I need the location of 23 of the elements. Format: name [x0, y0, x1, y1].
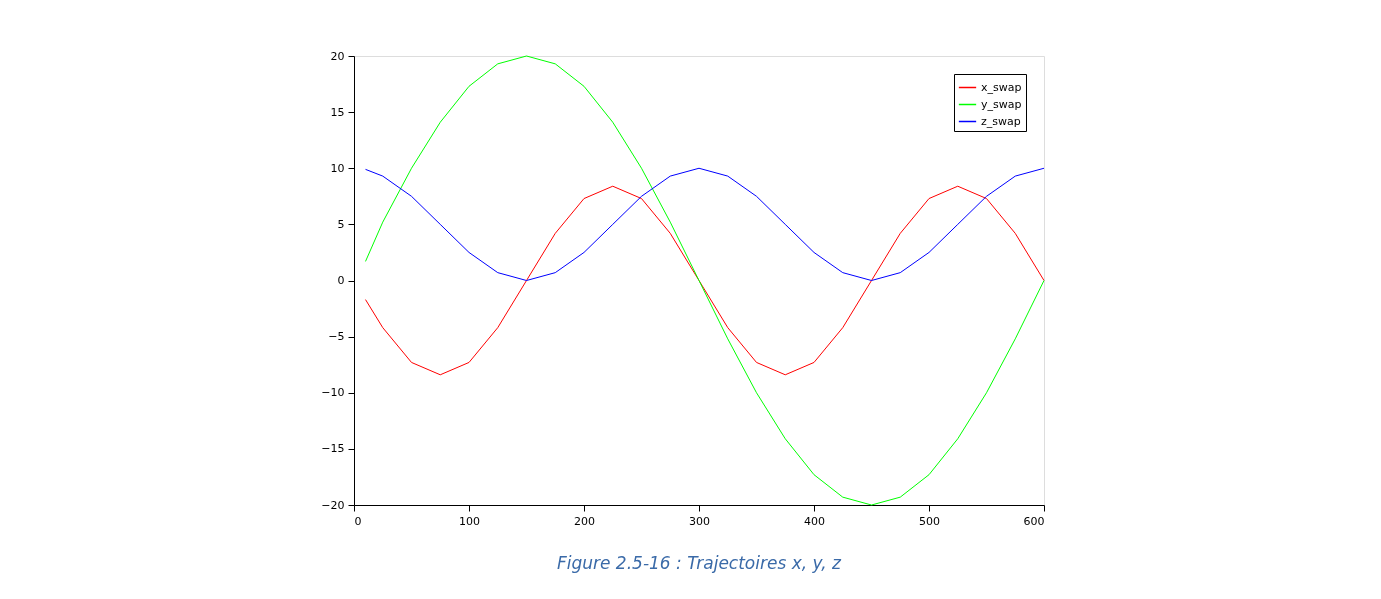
line-series: [365, 167, 1045, 281]
y-tick-label: 20: [330, 49, 345, 63]
legend-label: y_swap: [981, 97, 1022, 111]
x-tick-label: 500: [919, 514, 940, 528]
caption: Figure 2.5-16 : Trajectoires x, y, z: [556, 553, 843, 573]
x-tick-label: 0: [354, 514, 362, 528]
y-tick-label: −15: [321, 442, 345, 456]
legend-label: x_swap: [981, 80, 1022, 94]
x-tick-label: 100: [459, 514, 480, 528]
y-tick-label: 15: [330, 105, 345, 119]
y-tick-label: 0: [337, 274, 345, 287]
line-series: [365, 55, 1045, 506]
y-tick-label: −20: [321, 498, 345, 512]
line-series: [365, 185, 1045, 376]
x-tick-label: 200: [574, 514, 595, 528]
x-tick-label: 400: [804, 514, 825, 528]
y-tick-label: 10: [330, 161, 345, 175]
y-tick-label: 5: [337, 217, 345, 231]
y-tick-label: −5: [328, 330, 345, 344]
x-tick-label: 600: [1023, 514, 1045, 528]
legend-label: z_swap: [981, 114, 1021, 128]
x-tick-label: 300: [689, 514, 710, 528]
y-tick-label: −10: [321, 386, 345, 400]
